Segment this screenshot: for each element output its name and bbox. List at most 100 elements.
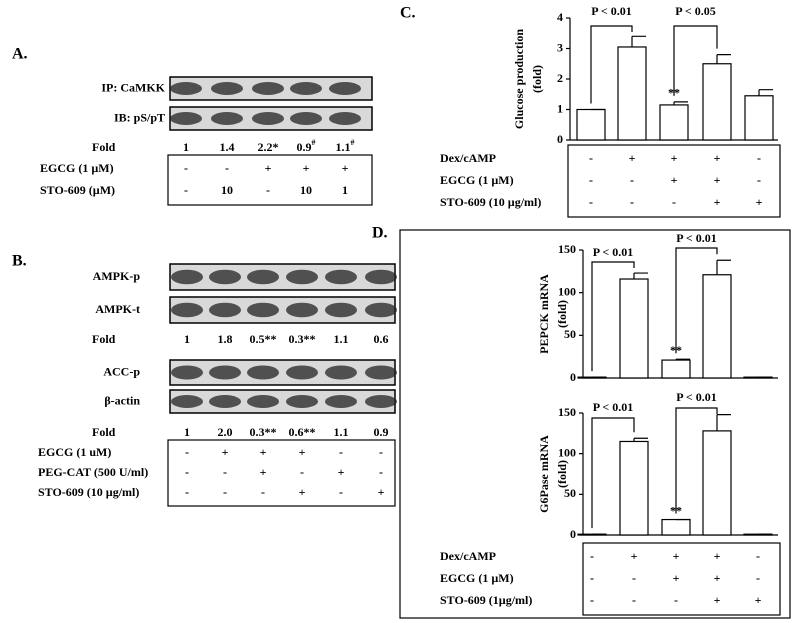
blot-label: AMPK-p — [93, 269, 141, 283]
blot-band — [325, 269, 357, 285]
y-tick-label: 100 — [558, 445, 576, 459]
y-tick-label: 50 — [564, 486, 576, 500]
treatment-mark: + — [714, 593, 721, 607]
treatment-frame — [167, 439, 396, 507]
blot-frame — [169, 359, 396, 386]
error-bar — [633, 437, 648, 442]
treatment-label: EGCG (1 µM) — [440, 173, 514, 187]
blot-band — [209, 395, 241, 408]
treatment-mark: - — [339, 485, 343, 499]
treatment-mark: - — [632, 571, 636, 585]
treatment-mark: + — [342, 161, 349, 175]
fold-value: 1.1 — [334, 425, 349, 439]
blot-band — [170, 112, 202, 125]
bracket — [673, 25, 718, 96]
y-axis-label: (fold) — [555, 460, 569, 488]
treatment-mark: + — [671, 151, 678, 165]
treatment-mark: - — [590, 593, 594, 607]
fold-value: 0.9# — [297, 138, 316, 154]
treatment-mark: - — [185, 445, 189, 459]
fold-value: 1 — [184, 332, 190, 346]
treatment-mark: - — [589, 195, 593, 209]
treatment-mark: - — [223, 465, 227, 479]
blot-label: ACC-p — [103, 364, 140, 378]
bar — [702, 274, 732, 379]
treatment-mark: - — [590, 549, 594, 563]
blot-band — [171, 269, 203, 285]
blot-frame — [169, 263, 396, 291]
bar — [702, 63, 732, 141]
blot-band — [211, 82, 243, 95]
treatment-mark: - — [185, 485, 189, 499]
fold-superscript: # — [351, 138, 355, 147]
blot-band — [252, 112, 284, 125]
y-tick-label: 2 — [557, 71, 563, 85]
treatment-mark: + — [299, 485, 306, 499]
blot-label: IB: pS/pT — [114, 110, 165, 124]
fold-label: Fold — [92, 140, 116, 154]
annotation: P < 0.05 — [675, 4, 716, 18]
treatment-mark: - — [632, 593, 636, 607]
blot-band — [325, 395, 357, 408]
y-tick-label: 150 — [558, 405, 576, 419]
blot-band — [325, 302, 357, 318]
treatment-mark: + — [260, 465, 267, 479]
y-axis-label: (fold) — [530, 65, 544, 93]
annotation: P < 0.01 — [593, 245, 634, 259]
bracket — [591, 417, 635, 529]
y-axis-label: G6Pase mRNA — [537, 435, 551, 513]
annotation: P < 0.01 — [676, 231, 717, 245]
treatment-mark: - — [756, 549, 760, 563]
blot-band — [247, 302, 279, 318]
error-bar — [716, 414, 731, 431]
fold-label: Fold — [92, 332, 116, 346]
bracket — [590, 25, 633, 104]
blot-band — [171, 395, 203, 408]
treatment-mark: - — [630, 173, 634, 187]
bracket — [591, 261, 635, 372]
treatment-mark: + — [671, 173, 678, 187]
y-axis-label: PEPCK mRNA — [537, 274, 551, 354]
y-axis-label: (fold) — [555, 300, 569, 328]
treatment-label: EGCG (1 µM) — [40, 161, 114, 175]
y-axis-label: Glucose production — [512, 29, 526, 129]
fold-value: 0.9 — [374, 425, 389, 439]
treatment-mark: + — [714, 195, 721, 209]
fold-value: 0.6** — [289, 425, 316, 439]
fold-value: 0.5** — [250, 332, 277, 346]
treatment-mark: + — [631, 549, 638, 563]
treatment-mark: - — [184, 183, 188, 197]
fold-value: 0.6 — [374, 332, 389, 346]
treatment-label: STO-609 (µM) — [40, 183, 115, 197]
y-tick-label: 0 — [570, 527, 576, 541]
fold-value: 0.3** — [289, 332, 316, 346]
treatment-mark: 10 — [300, 183, 312, 197]
treatment-mark: - — [630, 195, 634, 209]
fold-value: 1 — [184, 425, 190, 439]
blot-label: IP: CaMKK — [101, 80, 165, 94]
treatment-mark: - — [757, 151, 761, 165]
panel-label: A. — [12, 46, 28, 63]
treatment-mark: + — [714, 549, 721, 563]
treatment-frame — [582, 542, 781, 616]
treatment-mark: - — [185, 465, 189, 479]
blot-band — [365, 365, 397, 380]
annotation: P < 0.01 — [591, 4, 632, 18]
treatment-mark: + — [673, 549, 680, 563]
bar — [744, 95, 774, 141]
blot-band — [252, 82, 284, 95]
treatment-mark: + — [222, 445, 229, 459]
error-bar — [716, 259, 731, 275]
error-bar — [673, 101, 688, 105]
treatment-mark: - — [379, 465, 383, 479]
treatment-mark: - — [590, 571, 594, 585]
y-tick-label: 3 — [557, 40, 563, 54]
blot-band — [286, 365, 318, 380]
annotation: P < 0.01 — [676, 390, 717, 404]
treatment-mark: + — [378, 485, 385, 499]
blot-band — [209, 302, 241, 318]
blot-frame — [169, 389, 396, 414]
error-bar — [633, 272, 648, 280]
fold-value: 1.4 — [220, 140, 235, 154]
bracket — [675, 247, 718, 354]
